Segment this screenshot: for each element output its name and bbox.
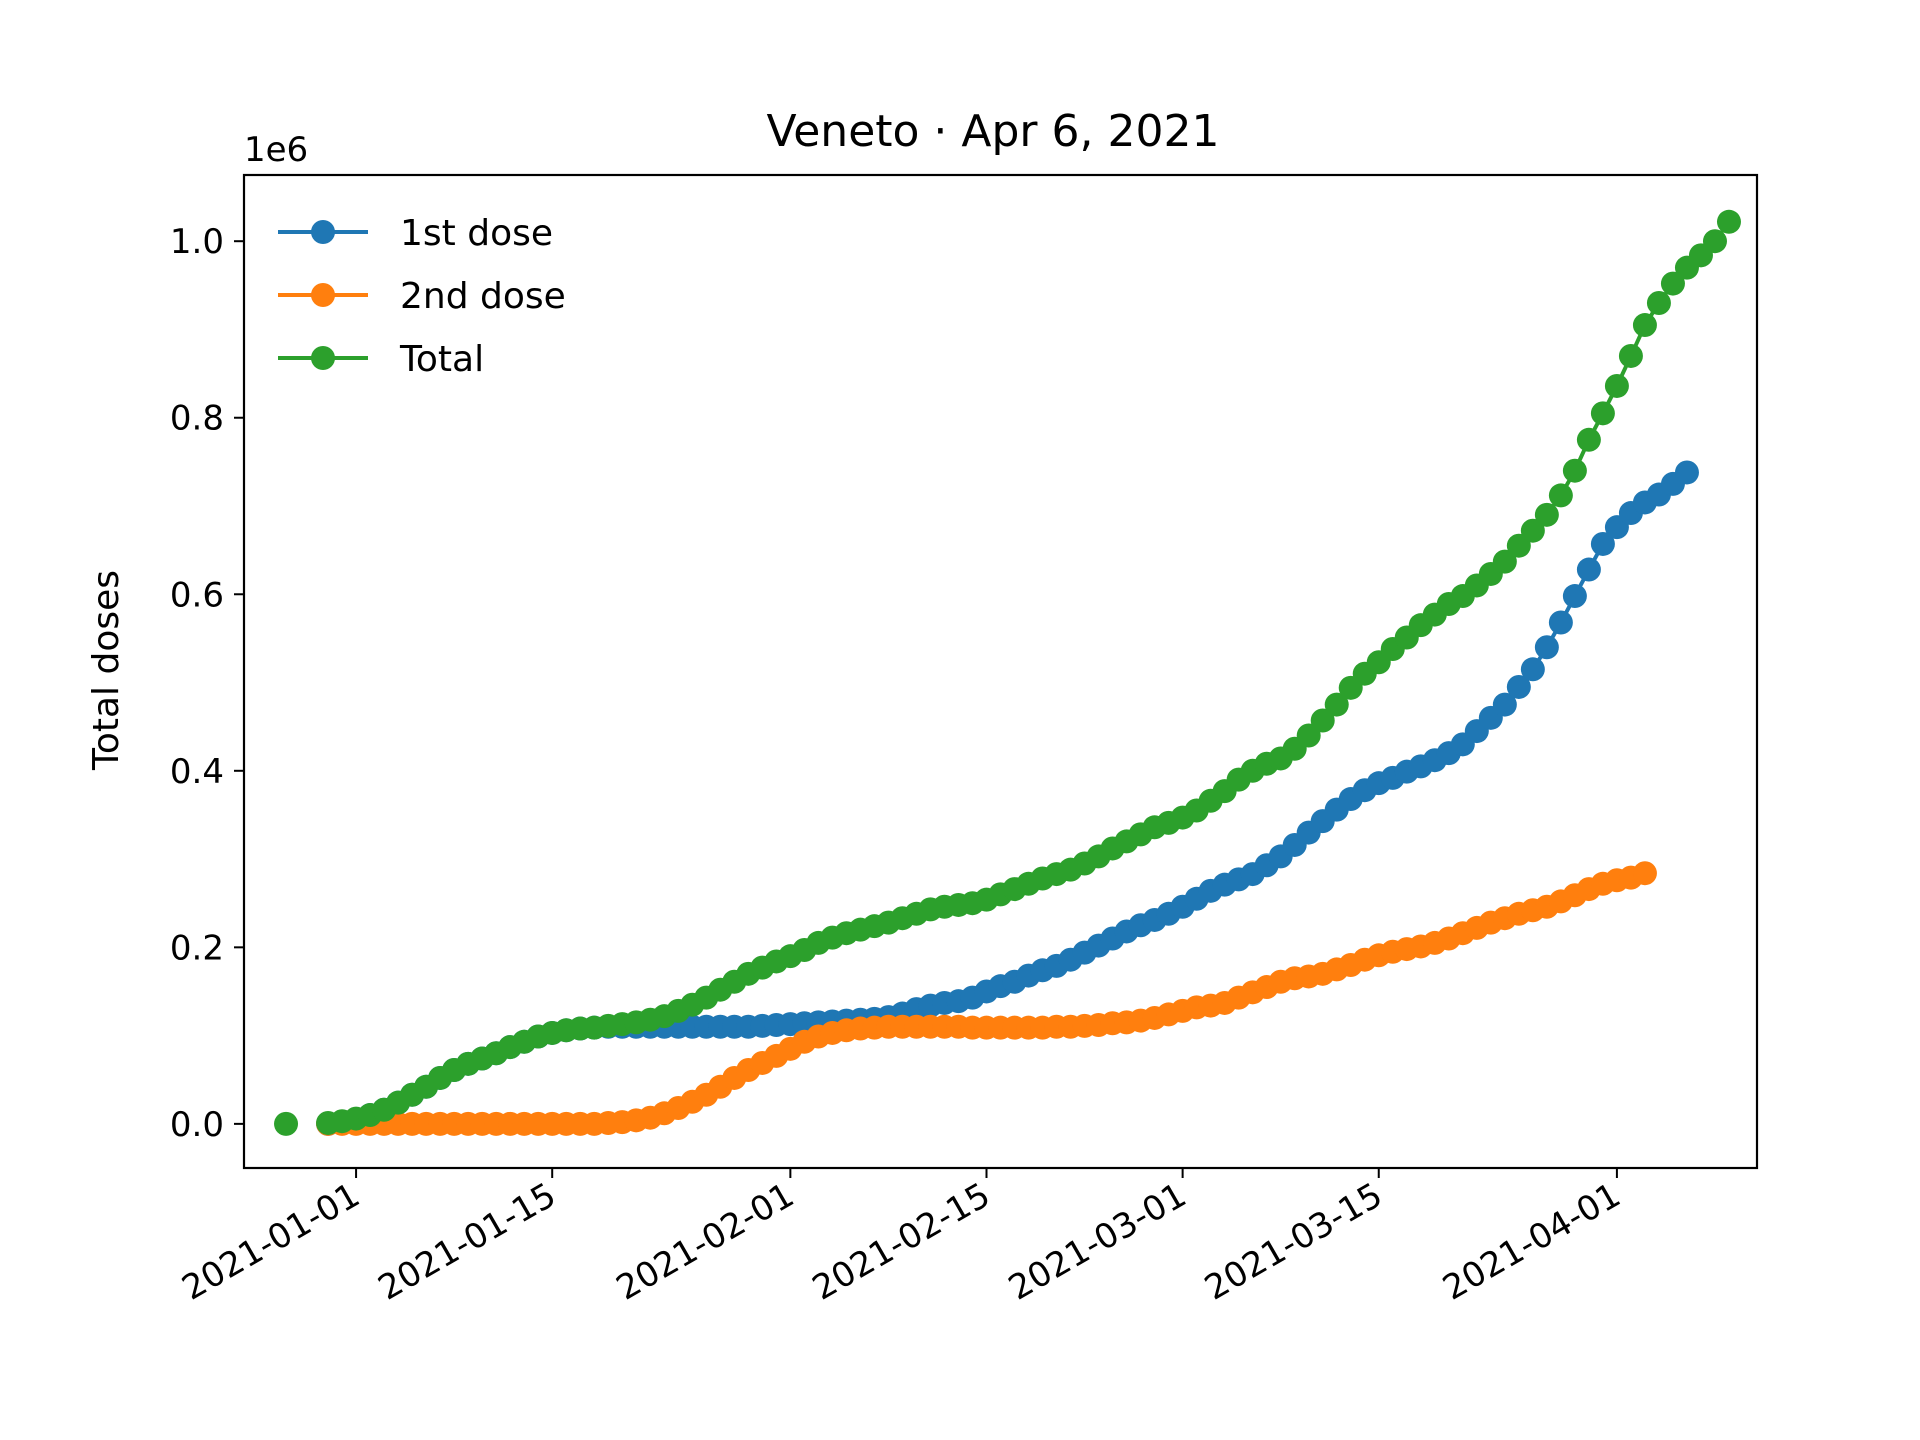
data-point [1506,533,1531,558]
data-point [1590,401,1615,426]
data-point [1562,584,1587,609]
data-point [1296,723,1321,748]
data-point [1716,209,1741,234]
y-tick-label: 0.6 [170,575,224,615]
data-point [1674,460,1699,485]
data-point [1632,313,1657,338]
data-point [1660,271,1685,296]
data-point [1520,518,1545,543]
data-point [274,1111,299,1136]
data-point [1492,692,1517,717]
y-tick-label: 0.2 [170,928,224,968]
data-point [1534,502,1559,527]
data-point [1324,692,1349,717]
data-point [1506,674,1531,699]
data-point [1702,229,1727,254]
data-point [1576,557,1601,582]
chart-title: Veneto · Apr 6, 2021 [767,106,1220,157]
legend-label: 2nd dose [400,276,566,317]
legend-marker [311,220,335,244]
data-point [1632,861,1657,886]
legend-marker [311,346,335,370]
data-point [1548,483,1573,508]
data-point [1576,427,1601,452]
y-tick-label: 0.4 [170,752,224,792]
data-point [1618,343,1643,368]
data-point [1548,610,1573,635]
legend-label: Total [399,339,484,380]
legend-marker [311,283,335,307]
data-point [1520,657,1545,682]
y-tick-label: 1.0 [170,222,224,262]
legend: 1st dose 2nd dose Total [278,213,566,380]
axes-frame [242,173,1759,1170]
series-total [274,209,1741,1136]
data-point [1534,635,1559,660]
y-tick-label: 0.0 [170,1105,224,1145]
data-point [1646,290,1671,315]
y-axis-offset-label: 1e6 [244,130,308,170]
data-point [1590,531,1615,556]
y-axis-label: Total doses [86,570,127,771]
data-point [1604,373,1629,398]
data-point [1310,708,1335,733]
legend-label: 1st dose [400,213,553,254]
data-point [1492,549,1517,574]
y-tick-label: 0.8 [170,399,224,439]
data-point [1562,458,1587,483]
